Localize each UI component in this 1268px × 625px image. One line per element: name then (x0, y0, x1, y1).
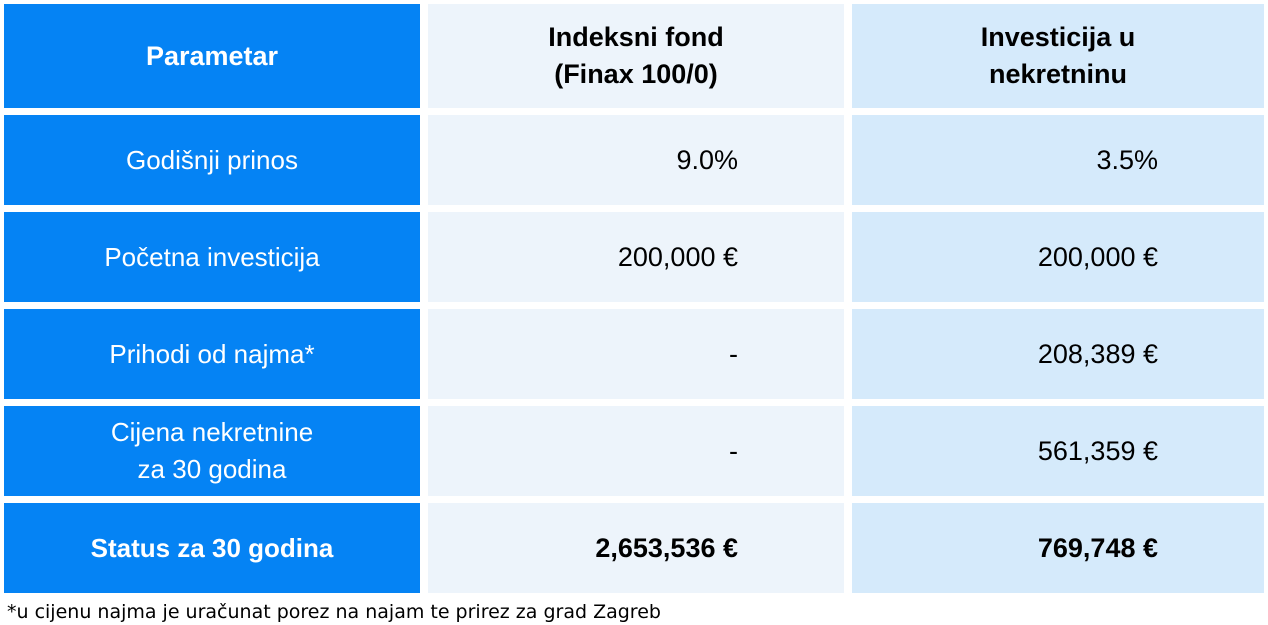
row-label-text: Prihodi od najma* (109, 338, 315, 369)
cell-pocetna-investicija-fond: 200,000 € (428, 212, 844, 302)
row-label-prihodi-od-najma: Prihodi od najma* (4, 309, 420, 399)
footnote: *u cijenu najma je uračunat porez na naj… (7, 601, 661, 623)
row-label-cijena-nekretnine: Cijena nekretnine za 30 godina (4, 406, 420, 496)
cell-status-fond: 2,653,536 € (428, 503, 844, 593)
header-cell-parametar: Parametar (4, 4, 420, 108)
cell-value: 769,748 € (1037, 532, 1158, 563)
cell-value: 2,653,536 € (595, 532, 738, 563)
row-label-line1: Cijena nekretnine (110, 417, 314, 447)
header-cell-investicija-u-nekretninu: Investicija u nekretninu (852, 4, 1264, 108)
cell-value: 208,389 € (1037, 338, 1158, 369)
row-label-text: Godišnji prinos (126, 144, 298, 175)
cell-value: 9.0% (676, 144, 738, 175)
cell-cijena-nekretnine-nekretnina: 561,359 € (852, 406, 1264, 496)
header-investicija-line2: nekretninu (988, 59, 1128, 89)
cell-value: 200,000 € (617, 241, 738, 272)
row-label-line2: za 30 godina (137, 454, 287, 484)
row-label-text: Početna investicija (104, 241, 320, 272)
cell-value: - (729, 435, 738, 466)
row-label-godisnji-prinos: Godišnji prinos (4, 115, 420, 205)
header-cell-indeksni-fond: Indeksni fond (Finax 100/0) (428, 4, 844, 108)
cell-pocetna-investicija-nekretnina: 200,000 € (852, 212, 1264, 302)
cell-prihodi-od-najma-fond: - (428, 309, 844, 399)
comparison-table: Parametar Indeksni fond (Finax 100/0) In… (4, 4, 1264, 593)
cell-status-nekretnina: 769,748 € (852, 503, 1264, 593)
header-indeksni-fond-line1: Indeksni fond (548, 22, 724, 52)
header-indeksni-fond-line2: (Finax 100/0) (554, 59, 718, 89)
header-investicija-line1: Investicija u (980, 22, 1136, 52)
cell-value: 200,000 € (1037, 241, 1158, 272)
cell-godisnji-prinos-nekretnina: 3.5% (852, 115, 1264, 205)
row-label-text: Status za 30 godina (90, 532, 334, 563)
header-parametar-label: Parametar (145, 40, 279, 71)
row-label-status-za-30-godina: Status za 30 godina (4, 503, 420, 593)
row-label-pocetna-investicija: Početna investicija (4, 212, 420, 302)
cell-value: 3.5% (1096, 144, 1158, 175)
cell-godisnji-prinos-fond: 9.0% (428, 115, 844, 205)
cell-cijena-nekretnine-fond: - (428, 406, 844, 496)
cell-prihodi-od-najma-nekretnina: 208,389 € (852, 309, 1264, 399)
cell-value: - (729, 338, 738, 369)
cell-value: 561,359 € (1037, 435, 1158, 466)
